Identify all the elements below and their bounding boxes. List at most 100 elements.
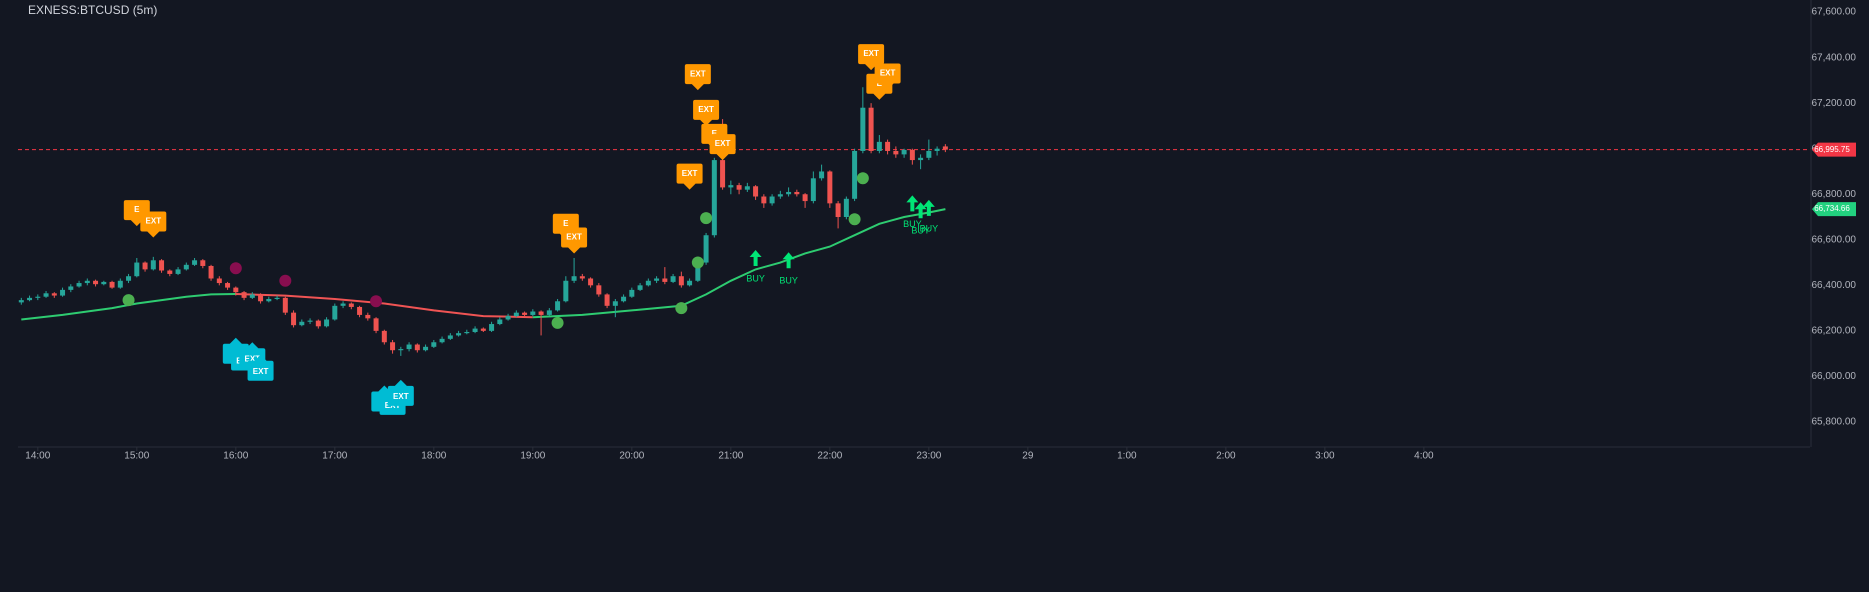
- y-tick-label: 66,000.00: [1812, 371, 1857, 382]
- candle-body: [27, 297, 33, 301]
- candle-body: [249, 294, 255, 298]
- candle-body: [786, 191, 792, 195]
- candle-body: [489, 324, 495, 331]
- buy-label: BUY: [746, 273, 765, 283]
- y-tick-label: 67,200.00: [1812, 98, 1857, 109]
- signal-dot: [700, 212, 713, 225]
- y-tick-label: 66,600.00: [1812, 234, 1857, 245]
- exit-tag-label: EXT: [715, 139, 731, 148]
- signal-dot: [122, 294, 135, 307]
- buy-label: BUY: [779, 276, 798, 286]
- y-tick-label: 66,400.00: [1812, 280, 1857, 291]
- candle-body: [761, 196, 767, 204]
- candle-body: [926, 150, 932, 158]
- candle-body: [819, 171, 825, 179]
- y-tick-label: 67,400.00: [1812, 52, 1857, 63]
- candle-body: [299, 321, 305, 326]
- candle-body: [406, 344, 412, 350]
- exit-tag: [684, 64, 711, 91]
- exit-tag: [247, 354, 274, 381]
- candle-body: [480, 328, 486, 331]
- candle-body: [208, 265, 214, 279]
- candle-body: [505, 316, 511, 320]
- candle-body: [612, 301, 618, 306]
- candle-body: [563, 280, 569, 302]
- candle-body: [423, 346, 429, 351]
- x-tick-label: 18:00: [421, 451, 446, 462]
- candle-body: [348, 303, 354, 307]
- candle-body: [315, 320, 321, 327]
- exit-tag-label: EXT: [245, 354, 261, 363]
- candle-body: [909, 149, 915, 161]
- candle-body: [464, 332, 470, 334]
- candle-body: [43, 293, 49, 297]
- candle-body: [472, 328, 478, 333]
- candle-body: [241, 292, 247, 298]
- candle-body: [876, 141, 882, 151]
- candle-body: [802, 194, 808, 202]
- candle-body: [109, 281, 115, 288]
- candle-body: [233, 287, 239, 293]
- candle-body: [307, 320, 313, 322]
- candle-body: [35, 296, 41, 298]
- candle-body: [93, 280, 99, 285]
- exit-tag: [676, 163, 703, 190]
- candle-body: [332, 305, 338, 320]
- candle-body: [447, 335, 453, 339]
- candle-body: [117, 280, 123, 288]
- candle-body: [398, 349, 404, 351]
- candle-body: [456, 333, 462, 336]
- candle-body: [159, 260, 165, 271]
- x-tick-label: 29: [1022, 451, 1034, 462]
- candle-body: [365, 314, 371, 319]
- candle-body: [827, 171, 833, 204]
- x-tick-label: 3:00: [1315, 451, 1335, 462]
- candle-body: [60, 289, 66, 296]
- candle-body: [266, 298, 272, 302]
- exit-tag-label: EXT: [253, 367, 269, 376]
- candle-body: [68, 286, 74, 290]
- candle-body: [753, 186, 759, 197]
- price-tag-label: 66,734.66: [1814, 204, 1850, 213]
- exit-tag-label: EXT: [863, 49, 879, 58]
- candle-body: [513, 312, 519, 317]
- exit-tag-label: EXT: [682, 169, 698, 178]
- candle-body: [736, 185, 742, 190]
- x-tick-label: 16:00: [223, 451, 248, 462]
- exit-tag-label: E: [563, 219, 569, 228]
- candle-body: [340, 303, 346, 306]
- exit-tag-label: EXT: [566, 233, 582, 242]
- candle-body: [216, 278, 222, 284]
- candle-body: [258, 294, 264, 302]
- exit-tag-label: E: [134, 205, 140, 214]
- candle-body: [414, 344, 420, 351]
- moving-average: [532, 208, 946, 319]
- candle-body: [637, 285, 643, 290]
- candle-body: [810, 178, 816, 202]
- x-tick-label: 22:00: [817, 451, 842, 462]
- candle-body: [621, 296, 627, 302]
- candle-body: [885, 141, 891, 151]
- signal-dot: [551, 316, 564, 329]
- candle-body: [703, 235, 709, 263]
- signal-dot: [279, 274, 292, 287]
- candle-body: [901, 149, 907, 155]
- exit-tag: [387, 379, 414, 406]
- price-tag: [1812, 202, 1856, 217]
- signal-dot: [848, 213, 861, 226]
- candle-body: [84, 280, 90, 284]
- x-tick-label: 15:00: [124, 451, 149, 462]
- candle-body: [604, 294, 610, 306]
- y-tick-label: 67,600.00: [1812, 7, 1857, 18]
- price-tag: [1812, 142, 1856, 157]
- candle-body: [893, 150, 899, 155]
- candle-body: [720, 160, 726, 188]
- candle-body: [555, 301, 561, 311]
- price-tag-label: 66,995.75: [1814, 145, 1850, 154]
- signal-dot: [229, 262, 242, 275]
- candle-body: [769, 196, 775, 204]
- candle-body: [728, 185, 734, 188]
- candle-body: [794, 191, 800, 195]
- candle-body: [934, 148, 940, 151]
- candle-body: [777, 194, 783, 197]
